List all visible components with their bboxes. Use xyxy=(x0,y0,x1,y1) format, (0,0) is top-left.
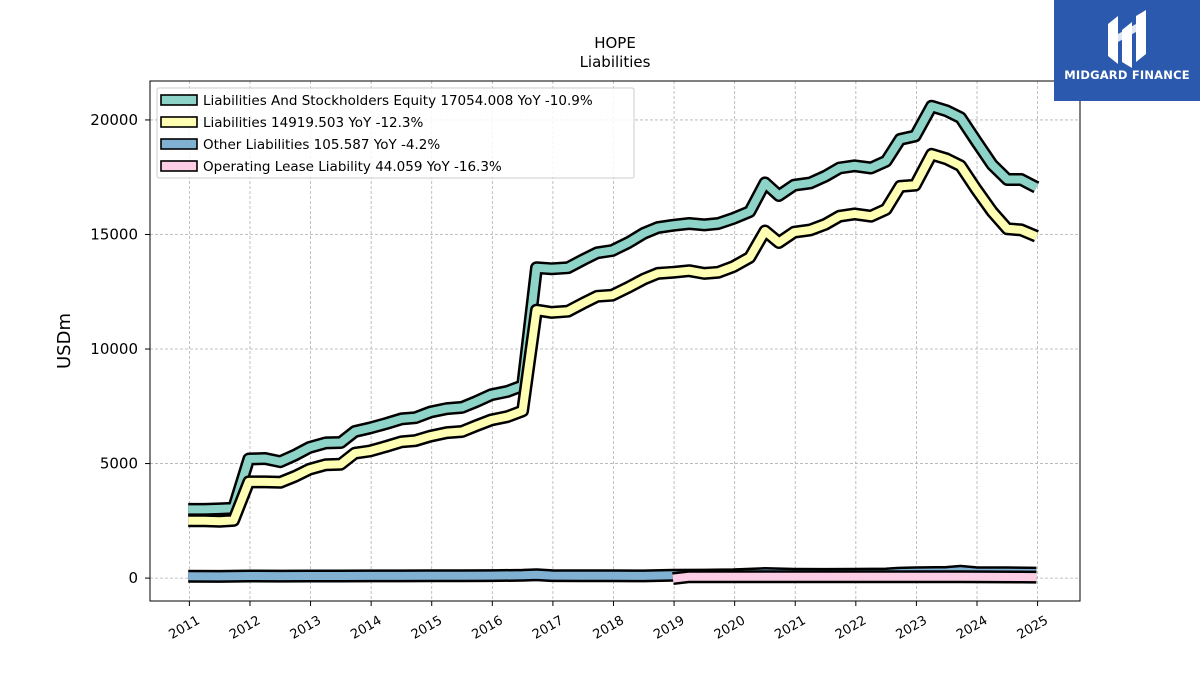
y-axis-label: USDm xyxy=(54,313,75,369)
x-tick-label: 2025 xyxy=(1015,613,1051,643)
brand-logo: MIDGARD FINANCE xyxy=(1054,0,1200,101)
x-tick-label: 2016 xyxy=(469,613,505,643)
series-line-liabilities-and-stockholders-equity xyxy=(188,102,1039,514)
x-tick-label: 2020 xyxy=(712,613,748,643)
legend-label: Liabilities 14919.503 YoY -12.3% xyxy=(203,115,424,131)
legend-swatch xyxy=(160,160,198,172)
stylized-m-logo-icon xyxy=(1108,10,1146,68)
x-tick-label: 2022 xyxy=(833,613,869,643)
brand-name: MIDGARD FINANCE xyxy=(1064,68,1190,82)
legend-box xyxy=(156,87,635,179)
y-tick-label: 5000 xyxy=(100,455,138,473)
y-tick-label: 15000 xyxy=(90,225,138,243)
x-tick-label: 2023 xyxy=(894,613,930,643)
legend-label: Operating Lease Liability 44.059 YoY -16… xyxy=(203,159,502,175)
y-tick-label: 20000 xyxy=(90,111,138,129)
x-tick-label: 2011 xyxy=(167,613,203,643)
y-tick-label: 0 xyxy=(128,569,138,587)
x-tick-label: 2019 xyxy=(651,613,687,643)
chart-title: HOPE xyxy=(594,34,636,52)
x-tick-label: 2013 xyxy=(288,613,324,643)
x-tick-label: 2015 xyxy=(409,613,445,643)
x-tick-label: 2012 xyxy=(227,613,263,643)
y-tick-label: 10000 xyxy=(90,340,138,358)
legend-swatch xyxy=(160,138,198,150)
plot-frame xyxy=(149,80,1081,602)
x-tick-label: 2017 xyxy=(530,613,566,643)
legend-label: Other Liabilities 105.587 YoY -4.2% xyxy=(203,137,440,153)
chart-subtitle: Liabilities xyxy=(580,53,651,71)
x-tick-label: 2018 xyxy=(591,613,627,643)
x-tick-label: 2024 xyxy=(954,613,990,643)
x-tick-label: 2021 xyxy=(772,613,808,643)
series-line-liabilities xyxy=(188,150,1038,526)
x-tick-label: 2014 xyxy=(348,613,384,643)
legend: Liabilities And Stockholders Equity 1705… xyxy=(156,87,635,179)
legend-swatch xyxy=(160,116,198,128)
legend-swatch xyxy=(160,94,198,106)
series-line-operating-lease-liability xyxy=(672,572,1037,583)
series-layer xyxy=(188,99,1040,586)
legend-label: Liabilities And Stockholders Equity 1705… xyxy=(203,93,593,109)
